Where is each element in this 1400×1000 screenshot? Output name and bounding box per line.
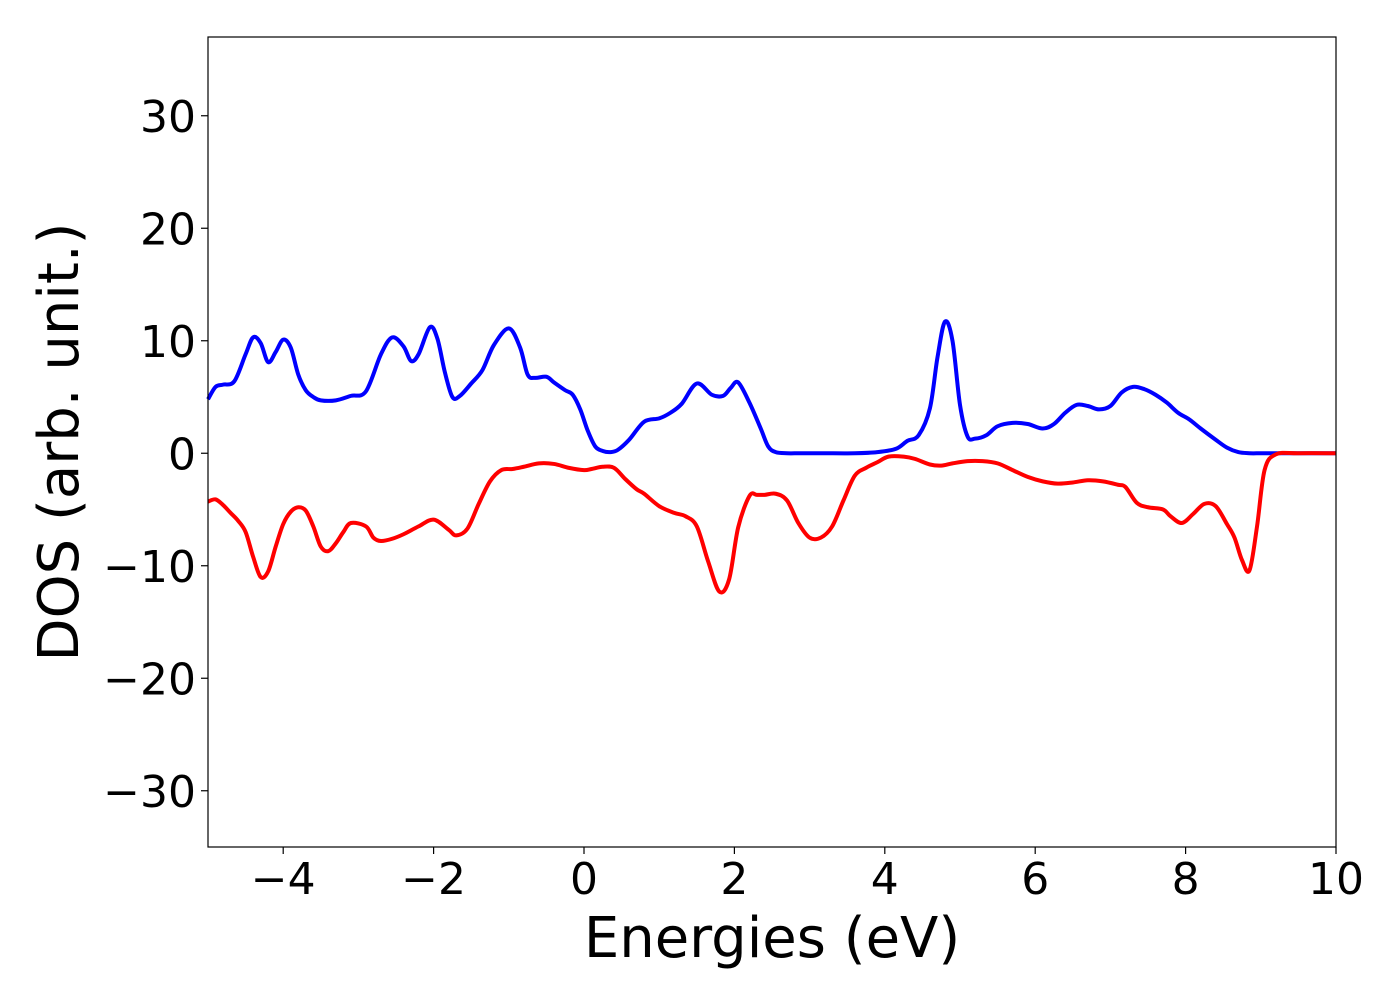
x-tick-label: 4 (871, 854, 899, 905)
x-tick-label: 6 (1021, 854, 1049, 905)
y-axis-label: DOS (arb. unit.) (27, 222, 92, 661)
plot-frame (207, 36, 1337, 848)
series-line-2 (207, 450, 1337, 595)
x-tick-label: 0 (570, 854, 598, 905)
y-tick-label: −20 (103, 654, 196, 705)
x-tick-label: 8 (1172, 854, 1200, 905)
series-line-1 (206, 319, 1336, 456)
y-tick-label: 0 (168, 429, 196, 480)
y-tick-label: −30 (103, 767, 196, 818)
y-tick-label: −10 (103, 542, 196, 593)
y-tick-label: 10 (140, 317, 196, 368)
y-tick-label: 30 (140, 92, 196, 143)
x-tick-label: −2 (401, 854, 466, 905)
x-axis-label: Energies (eV) (584, 906, 960, 971)
y-tick-label: 20 (140, 204, 196, 255)
series-layer (206, 319, 1337, 595)
x-tick-label: 10 (1308, 854, 1364, 905)
x-tick-label: −4 (251, 854, 316, 905)
x-tick-label: 2 (720, 854, 748, 905)
